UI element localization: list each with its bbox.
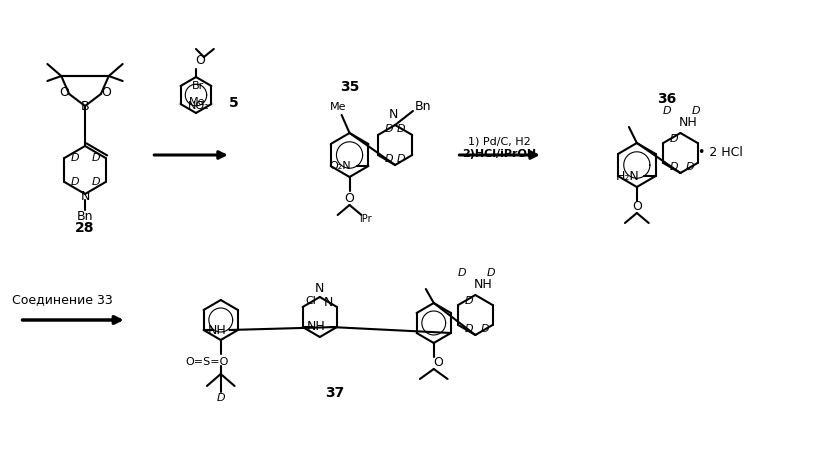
Text: N: N: [315, 281, 324, 294]
Text: Bn: Bn: [77, 210, 93, 222]
Text: D: D: [397, 154, 406, 164]
Text: Me: Me: [329, 102, 346, 112]
Text: O: O: [59, 86, 69, 99]
Text: O=S=O: O=S=O: [186, 357, 229, 367]
Text: Br: Br: [191, 81, 204, 91]
Text: NH: NH: [208, 324, 227, 337]
Text: N: N: [81, 190, 90, 202]
Text: • 2 HCl: • 2 HCl: [697, 146, 742, 159]
Text: O: O: [195, 54, 205, 67]
Text: O: O: [344, 193, 354, 206]
Text: Me: Me: [190, 97, 206, 107]
Text: iPr: iPr: [359, 214, 372, 224]
Text: D: D: [384, 124, 394, 134]
Text: D: D: [465, 324, 473, 334]
Text: O₂N: O₂N: [329, 161, 351, 171]
Text: D: D: [686, 162, 694, 172]
Text: 1) Pd/C, H2: 1) Pd/C, H2: [468, 136, 531, 146]
Text: D: D: [92, 153, 100, 163]
Text: H₂N: H₂N: [616, 170, 640, 182]
Text: D: D: [480, 324, 489, 334]
Text: O: O: [631, 200, 641, 213]
Text: D: D: [397, 124, 406, 134]
Text: 37: 37: [325, 386, 344, 400]
Text: O: O: [433, 357, 443, 370]
Text: O: O: [101, 86, 111, 99]
Text: NH: NH: [474, 279, 493, 292]
Text: D: D: [384, 154, 394, 164]
Text: D: D: [458, 268, 467, 278]
Text: Cl: Cl: [305, 296, 316, 306]
Text: N: N: [324, 295, 333, 308]
Text: D: D: [465, 296, 473, 306]
Text: D: D: [691, 106, 700, 116]
Text: N: N: [389, 108, 398, 121]
Text: 5: 5: [229, 96, 239, 110]
Text: Bn: Bn: [414, 100, 431, 113]
Text: D: D: [71, 153, 80, 163]
Text: D: D: [216, 393, 225, 403]
Text: D: D: [92, 177, 100, 187]
Text: 2)HCl/iPrOH: 2)HCl/iPrOH: [462, 149, 536, 159]
Text: NH: NH: [679, 117, 698, 129]
Text: Соединение 33: Соединение 33: [12, 293, 112, 306]
Text: NO₂: NO₂: [187, 101, 209, 111]
Text: D: D: [486, 268, 495, 278]
Text: D: D: [663, 106, 671, 116]
Text: B: B: [81, 100, 89, 113]
Text: 36: 36: [657, 92, 676, 106]
Text: D: D: [670, 162, 678, 172]
Text: NH: NH: [307, 320, 326, 333]
Text: 28: 28: [75, 221, 95, 235]
Text: D: D: [71, 177, 80, 187]
Text: 35: 35: [339, 80, 359, 94]
Text: D: D: [670, 134, 678, 144]
